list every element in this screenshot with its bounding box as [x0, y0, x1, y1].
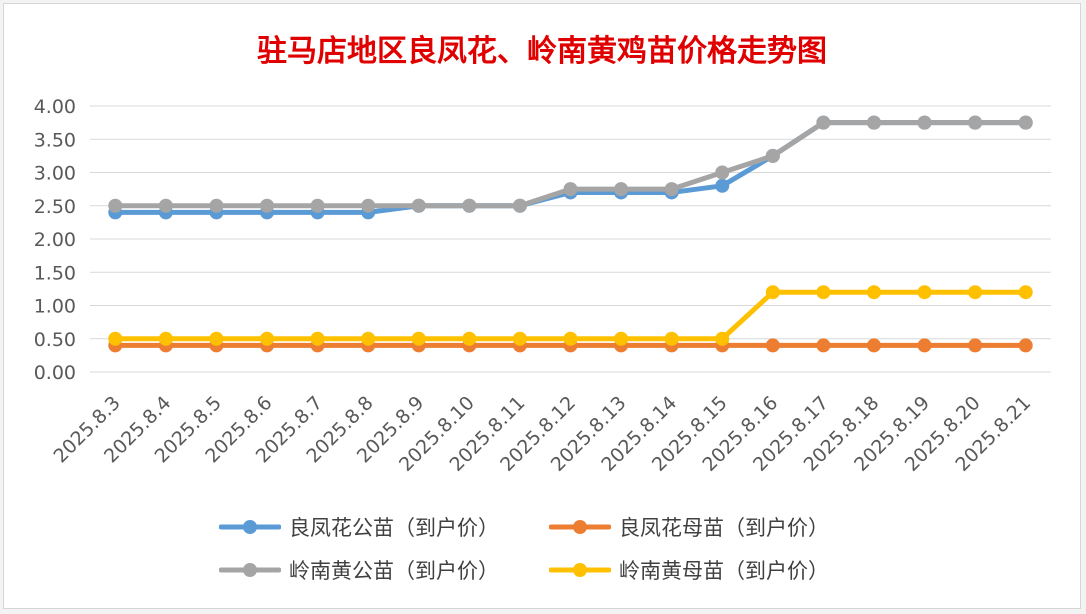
data-point — [715, 178, 730, 193]
data-point — [816, 115, 831, 130]
data-point — [512, 198, 527, 213]
data-point — [917, 115, 932, 130]
data-point — [108, 198, 123, 213]
legend-label-series-3: 岭南黄公苗（到户价） — [289, 559, 499, 583]
chart-area: 驻马店地区良凤花、岭南黄鸡苗价格走势图 0.00 0.50 1.00 1.50 2.00… — [3, 3, 1081, 609]
y-tick-label: 3.00 — [34, 163, 76, 185]
data-point — [816, 285, 831, 300]
data-point — [158, 198, 173, 213]
legend-item-series-4: 岭南黄母苗（到户价） — [549, 555, 829, 585]
data-point — [664, 182, 679, 197]
y-tick-label: 0.50 — [34, 329, 76, 351]
data-point — [361, 331, 376, 346]
data-point — [765, 338, 780, 353]
data-point — [866, 115, 881, 130]
data-point — [917, 338, 932, 353]
y-tick-label: 2.50 — [34, 196, 76, 218]
data-point — [866, 285, 881, 300]
legend-marker — [573, 520, 587, 534]
data-point — [310, 331, 325, 346]
data-point — [715, 331, 730, 346]
data-point — [260, 198, 275, 213]
data-point — [512, 331, 527, 346]
data-point — [968, 338, 983, 353]
y-tick-label: 4.00 — [34, 96, 76, 118]
data-point — [411, 331, 426, 346]
data-point — [917, 285, 932, 300]
data-point — [361, 198, 376, 213]
data-point — [968, 285, 983, 300]
y-tick-label: 1.50 — [34, 262, 76, 284]
legend-swatch-series-2 — [549, 520, 611, 534]
data-point — [411, 198, 426, 213]
legend-swatch-series-4 — [549, 563, 611, 577]
legend-item-series-1: 良凤花公苗（到户价） — [219, 512, 499, 542]
data-point — [1018, 338, 1033, 353]
y-tick-label: 2.00 — [34, 229, 76, 251]
legend-marker — [243, 520, 257, 534]
data-point — [614, 182, 629, 197]
data-point — [462, 331, 477, 346]
legend-label-series-4: 岭南黄母苗（到户价） — [619, 559, 829, 583]
data-point — [1018, 285, 1033, 300]
data-point — [108, 331, 123, 346]
legend-label-series-1: 良凤花公苗（到户价） — [289, 516, 499, 540]
data-point — [260, 331, 275, 346]
data-point — [866, 338, 881, 353]
legend-item-series-3: 岭南黄公苗（到户价） — [219, 555, 499, 585]
data-point — [715, 165, 730, 180]
legend-swatch-series-1 — [219, 520, 281, 534]
legend-swatch-series-3 — [219, 563, 281, 577]
data-point — [310, 198, 325, 213]
data-point — [816, 338, 831, 353]
data-point — [765, 285, 780, 300]
y-tick-label: 3.50 — [34, 129, 76, 151]
chart-title: 驻马店地区良凤花、岭南黄鸡苗价格走势图 — [257, 34, 827, 69]
data-point — [563, 182, 578, 197]
data-point — [765, 148, 780, 163]
data-point — [209, 331, 224, 346]
legend-label-series-2: 良凤花母苗（到户价） — [619, 516, 829, 540]
legend-marker — [243, 563, 257, 577]
y-tick-label: 0.00 — [34, 362, 76, 384]
series-3 — [108, 115, 1033, 213]
y-tick-label: 1.00 — [34, 296, 76, 318]
data-point — [462, 198, 477, 213]
data-point — [158, 331, 173, 346]
plot-area: 0.000.501.001.502.002.503.003.504.00 202… — [34, 96, 1051, 476]
legend-marker — [573, 563, 587, 577]
legend-item-series-2: 良凤花母苗（到户价） — [549, 512, 829, 542]
series-4 — [108, 285, 1033, 346]
data-point — [1018, 115, 1033, 130]
data-point — [664, 331, 679, 346]
data-point — [968, 115, 983, 130]
data-point — [614, 331, 629, 346]
data-point — [563, 331, 578, 346]
data-point — [209, 198, 224, 213]
